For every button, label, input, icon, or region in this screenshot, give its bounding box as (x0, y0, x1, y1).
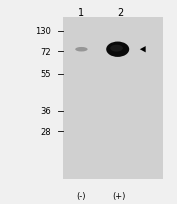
Ellipse shape (106, 42, 129, 58)
Text: 72: 72 (41, 48, 51, 57)
Bar (63, 18, 163, 180)
Text: (+): (+) (112, 191, 125, 200)
Ellipse shape (110, 45, 123, 52)
Polygon shape (140, 47, 146, 53)
Text: 130: 130 (35, 27, 51, 36)
Text: 55: 55 (41, 70, 51, 79)
Text: (-): (-) (77, 191, 86, 200)
Text: 2: 2 (117, 8, 124, 18)
Text: 36: 36 (41, 107, 51, 116)
Text: 1: 1 (78, 8, 84, 18)
Text: 28: 28 (41, 127, 51, 136)
Ellipse shape (75, 48, 88, 52)
